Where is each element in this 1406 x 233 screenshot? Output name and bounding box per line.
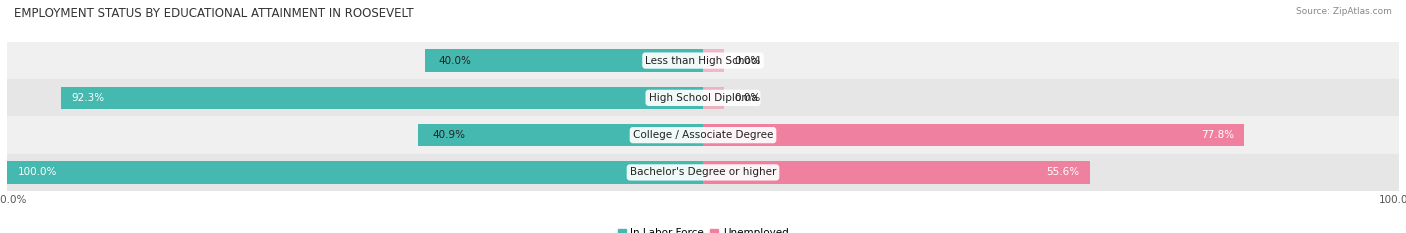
Bar: [7, 79, 1399, 116]
Bar: [7, 42, 1399, 79]
Text: 92.3%: 92.3%: [72, 93, 104, 103]
Text: High School Diploma: High School Diploma: [648, 93, 758, 103]
Bar: [425, 49, 703, 72]
Text: Less than High School: Less than High School: [645, 56, 761, 65]
Bar: [7, 154, 1399, 191]
Text: 0.0%: 0.0%: [734, 93, 761, 103]
Text: 0.0%: 0.0%: [734, 56, 761, 65]
Bar: [703, 161, 1090, 184]
Bar: [703, 124, 1244, 146]
Bar: [7, 161, 703, 184]
Text: 100.0%: 100.0%: [17, 168, 56, 177]
Text: EMPLOYMENT STATUS BY EDUCATIONAL ATTAINMENT IN ROOSEVELT: EMPLOYMENT STATUS BY EDUCATIONAL ATTAINM…: [14, 7, 413, 20]
Bar: [7, 116, 1399, 154]
Bar: [703, 49, 724, 72]
Text: 40.9%: 40.9%: [432, 130, 465, 140]
Text: 40.0%: 40.0%: [439, 56, 471, 65]
Bar: [419, 124, 703, 146]
Text: Bachelor's Degree or higher: Bachelor's Degree or higher: [630, 168, 776, 177]
Text: College / Associate Degree: College / Associate Degree: [633, 130, 773, 140]
Text: 55.6%: 55.6%: [1046, 168, 1080, 177]
Legend: In Labor Force, Unemployed: In Labor Force, Unemployed: [613, 224, 793, 233]
Text: 77.8%: 77.8%: [1201, 130, 1234, 140]
Text: Source: ZipAtlas.com: Source: ZipAtlas.com: [1296, 7, 1392, 16]
Bar: [703, 87, 724, 109]
Bar: [60, 87, 703, 109]
